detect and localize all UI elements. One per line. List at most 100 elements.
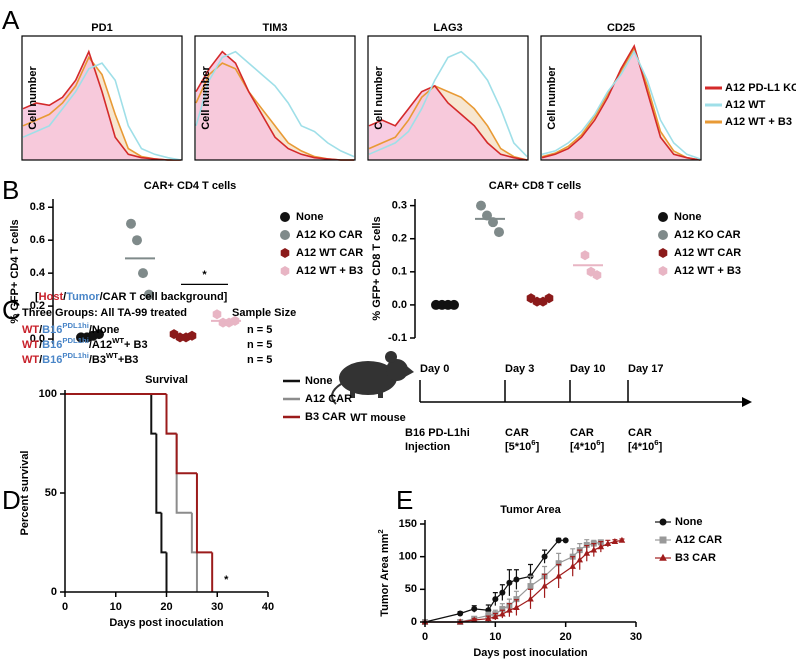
text-part: [5*10 [505,441,531,453]
data-point [513,576,520,583]
text-part: Tumor [66,291,100,303]
text-part: WT [22,339,39,351]
legend-label: A12 PD-L1 KO [725,82,796,94]
x-tick-label: 30 [211,601,223,613]
y-tick-label: -0.1 [388,332,407,344]
text-part: +B3 [118,354,139,366]
legend-label: A12 WT + B3 [674,265,741,277]
x-tick-label: 0 [62,601,68,613]
density-line [368,84,528,161]
timeline-day: Day 10 [570,363,605,375]
timeline-event: Injection [405,441,451,453]
text-part: /CAR T cell background] [100,291,228,303]
timeline-event: CAR [628,427,652,439]
data-point [583,541,590,548]
plot-title: TIM3 [262,22,287,34]
density-fill [23,51,181,161]
y-tick-label: 0.1 [392,266,407,278]
text-part: / [39,354,42,366]
y-tick-label: 50 [405,583,417,595]
y-tick-label: 150 [399,518,417,530]
dot [494,227,504,238]
x-axis-label: Days post inoculation [473,647,588,659]
dot [187,330,197,341]
legend-marker [658,212,668,222]
y-tick-label: 0.2 [392,233,407,245]
legend-marker [659,536,667,544]
significance-label: * [224,574,229,586]
data-point [555,560,562,567]
text-part: / [63,291,66,303]
timeline-event: B16 PD-L1hi [405,427,470,439]
y-axis-label: Percent survival [19,451,31,536]
y-tick-label: 100 [39,388,57,400]
panel-label: E [396,485,413,515]
significance-label: * [202,269,207,281]
text-part: 2 [376,529,385,533]
data-point [471,605,478,612]
data-point [506,579,513,586]
panel-label: A [2,5,20,35]
data-point [492,613,499,620]
dot [574,210,584,221]
y-tick-label: 0.2 [30,300,45,312]
text-part: B16 [42,324,62,336]
timeline-day: Day 0 [420,363,449,375]
y-tick-label: 0.0 [30,333,45,345]
y-axis-label: % GFP+ CD8 T cells [371,216,383,320]
text-part: Tumor Area mm [379,533,391,616]
x-tick-label: 20 [560,631,572,643]
x-tick-label: 30 [630,631,642,643]
y-axis-label: Cell number [200,66,212,130]
sample-size: n = 5 [247,354,272,366]
data-point [569,562,576,569]
timeline-event: [4*106] [628,438,663,453]
data-point [485,615,492,622]
text-part: WT [22,324,39,336]
data-point [499,610,506,617]
survival-step [195,473,213,554]
text-part: WT [106,351,118,360]
data-point [562,537,569,544]
text-part: ] [601,441,605,453]
y-tick-label: 50 [45,487,57,499]
legend-marker [659,553,667,561]
panel-label: C [2,295,21,325]
survival-step [190,512,197,554]
y-tick-label: 0 [411,616,417,628]
x-axis-label: Days post inoculation [109,617,224,629]
density-line [541,43,701,161]
dot [126,218,136,229]
data-point [499,605,506,612]
text-part: 6 [531,438,535,447]
dot [132,235,142,246]
panel-label: B [2,175,19,205]
y-axis-label: Cell number [27,66,39,130]
timeline-event: CAR [570,427,594,439]
x-tick-label: 10 [110,601,122,613]
density-fill [369,85,527,160]
legend-marker [280,212,290,222]
growth-line [425,541,601,623]
sample-size: n = 5 [247,339,272,351]
legend-marker [280,230,290,240]
text-part: CAR [570,427,594,439]
legend-marker [659,518,667,526]
dot [212,309,222,320]
text-part: PDL1hi [62,321,88,330]
timeline-event: CAR [505,427,529,439]
legend-label: None [296,211,324,223]
text-part: [4*10 [570,441,596,453]
plot-title: CD25 [607,22,635,34]
text-part: / [39,339,42,351]
y-tick-label: 0.0 [392,299,407,311]
data-point [457,610,464,617]
timeline-day: Day 3 [505,363,534,375]
legend-marker [280,248,290,258]
text-part: ] [536,441,540,453]
density-fill [542,46,700,160]
y-tick-label: 0.3 [392,200,407,212]
density-line [368,84,528,161]
mouse-icon [331,351,414,405]
